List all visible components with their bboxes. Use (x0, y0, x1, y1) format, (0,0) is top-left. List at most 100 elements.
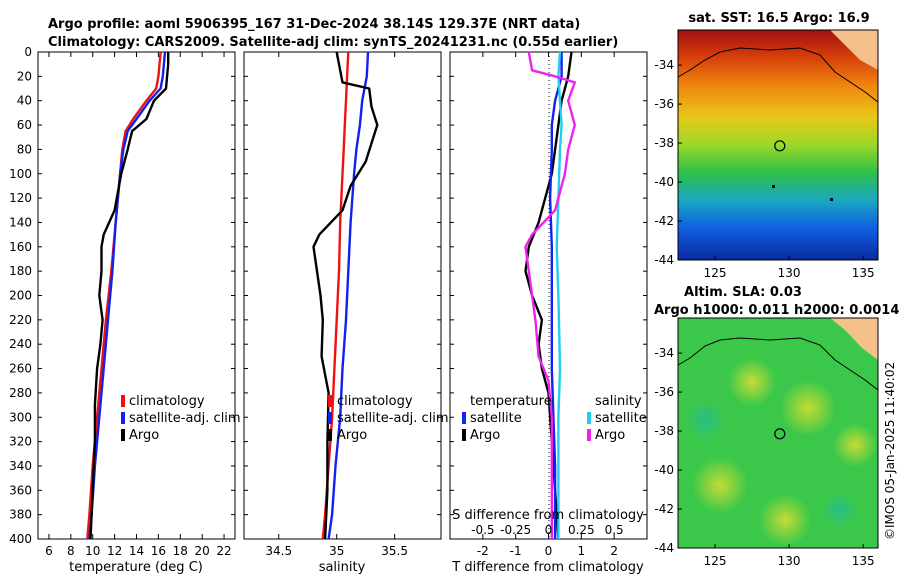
lat-tick-label: -34 (654, 58, 674, 72)
sst-axes-box (677, 29, 879, 261)
x-tick-label: 10 (85, 544, 100, 558)
s-diff-tick-label: 0 (545, 523, 553, 537)
depth-tick-label: 360 (9, 483, 32, 497)
x-tick-label: 2 (610, 544, 618, 558)
legend-swatch-climatology (121, 395, 125, 407)
x-tick-label: 18 (173, 544, 188, 558)
lat-tick-label: -44 (654, 541, 674, 555)
legend-s-satellite: satellite (595, 411, 647, 426)
sla-argo-position-marker (774, 428, 786, 440)
depth-tick-label: 300 (9, 410, 32, 424)
legend-s-argo: Argo (595, 428, 625, 443)
imos-timestamp: ©IMOS 05-Jan-2025 11:40:02 (883, 362, 897, 540)
lat-tick-label: -42 (654, 214, 674, 228)
legend-t-argo: Argo (470, 428, 500, 443)
x-tick-label: 6 (45, 544, 53, 558)
legend-swatch-satellite (121, 412, 125, 424)
s-diff-tick-label: -0.5 (471, 523, 494, 537)
depth-tick-labels: 0 20 40 60 80 100 120 140 160 180 200 220 240 260 280 3… (9, 45, 32, 546)
salinity-tick-labels: 34.5 35 35.5 (265, 52, 408, 558)
legend-argo: Argo (129, 428, 159, 443)
legend-swatch-climatology-2 (328, 395, 332, 407)
sst-land (830, 30, 878, 70)
sla-anomaly-7 (822, 492, 858, 528)
lat-tick-label: -38 (654, 136, 674, 150)
x-tick-label: -2 (477, 544, 489, 558)
sst-map: sat. SST: 16.5 Argo: 16.9 -34 -36 -38 -40 -4… (654, 11, 879, 280)
title-line-2: Climatology: CARS2009. Satellite-adj cli… (48, 35, 618, 50)
depth-tick-label: 380 (9, 508, 32, 522)
sla-coastline (677, 337, 879, 391)
x-tick-label: 20 (195, 544, 210, 558)
series-line-temperature-argo (524, 51, 573, 540)
sla-map: Altim. SLA: 0.03 Argo h1000: 0.011 h2000… (654, 285, 899, 568)
lon-tick-label: 125 (704, 554, 727, 568)
x-tick-label: 35.5 (381, 544, 408, 558)
sla-lon-tick-labels: 125 130 135 (704, 544, 875, 568)
difference-axes-box (449, 51, 648, 540)
lon-tick-label: 135 (852, 266, 875, 280)
depth-tick-label: 0 (24, 45, 32, 59)
series-line-argo (89, 52, 170, 540)
difference-xlabel: T difference from climatology (451, 560, 644, 575)
lat-tick-label: -34 (654, 346, 674, 360)
legend-satellite-adj: satellite-adj. clim (129, 411, 241, 426)
lat-tick-label: -36 (654, 97, 674, 111)
s-diff-tick-label: 0.5 (605, 523, 624, 537)
salinity-lines (312, 51, 379, 540)
depth-tick-label: 400 (9, 532, 32, 546)
lon-tick-label: 130 (778, 554, 801, 568)
difference-tick-labels: -2 -1 0 1 2 (477, 52, 618, 558)
sla-anomaly-6 (685, 400, 725, 440)
legend-swatch-argo-2 (328, 429, 332, 441)
salinity-legend: climatology satellite-adj. clim Argo (328, 394, 449, 443)
x-tick-label: 12 (107, 544, 122, 558)
lat-tick-label: -44 (654, 253, 674, 267)
sst-lat-tick-labels: -34 -36 -38 -40 -42 -44 (654, 58, 682, 267)
sla-anomaly-5 (833, 423, 877, 467)
difference-legend: temperature satellite Argo salinity sate… (462, 394, 647, 443)
temperature-axes-box (37, 51, 236, 540)
legend-climatology-2: climatology (337, 394, 413, 409)
series-line-argo (312, 51, 379, 540)
lon-tick-label: 130 (778, 266, 801, 280)
depth-tick-label: 140 (9, 215, 32, 229)
sst-argo-position-marker (774, 140, 786, 152)
legend-climatology: climatology (129, 394, 205, 409)
x-tick-label: -1 (510, 544, 522, 558)
series-line-salinity-satellite (555, 51, 563, 539)
series-line-temperature-satellite (548, 52, 563, 539)
legend-t-satellite: satellite (470, 411, 522, 426)
difference-panel: -2 -1 0 1 2 T difference from climatology S … (449, 51, 648, 575)
sla-map-title-2: Argo h1000: 0.011 h2000: 0.0014 (654, 303, 899, 318)
depth-tick-label: 160 (9, 240, 32, 254)
lon-tick-label: 125 (704, 266, 727, 280)
depth-tick-label: 200 (9, 289, 32, 303)
legend-argo-2: Argo (337, 428, 367, 443)
depth-tick-label: 220 (9, 313, 32, 327)
sla-anomaly-3 (692, 457, 748, 513)
depth-tick-label: 100 (9, 167, 32, 181)
lon-tick-label: 135 (852, 554, 875, 568)
legend-swatch-argo (121, 429, 125, 441)
x-tick-label: 14 (129, 544, 144, 558)
salinity-xlabel: salinity (319, 560, 366, 575)
sla-land (830, 318, 878, 360)
temperature-panel: 0 20 40 60 80 100 120 140 160 180 200 220 240 260 280 3… (9, 45, 241, 575)
depth-tick-label: 340 (9, 459, 32, 473)
sst-coastline (677, 47, 879, 103)
x-tick-label: 16 (151, 544, 166, 558)
depth-tick-label: 240 (9, 337, 32, 351)
depth-tick-label: 40 (17, 94, 32, 108)
salinity-axes-box (243, 51, 442, 540)
depth-tick-label: 260 (9, 362, 32, 376)
sla-lat-tick-labels: -34 -36 -38 -40 -42 -44 (654, 346, 682, 555)
lat-tick-label: -40 (654, 175, 674, 189)
sla-map-title-1: Altim. SLA: 0.03 (684, 285, 802, 300)
legend-satellite-adj-2: satellite-adj. clim (337, 411, 449, 426)
temperature-xlabel: temperature (deg C) (69, 560, 203, 575)
title-line-1: Argo profile: aoml 5906395_167 31-Dec-20… (48, 17, 580, 32)
lat-tick-label: -40 (654, 463, 674, 477)
depth-tick-label: 280 (9, 386, 32, 400)
depth-tick-label: 60 (17, 118, 32, 132)
